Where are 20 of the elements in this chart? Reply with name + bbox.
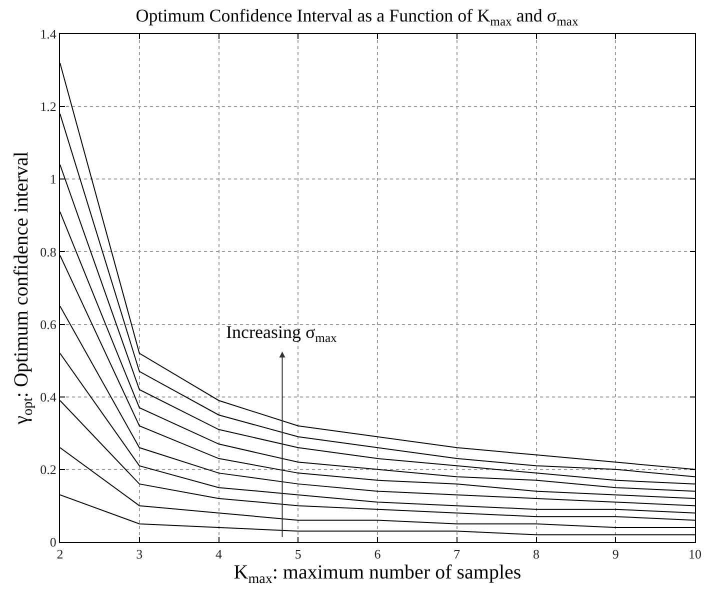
chart-title: Optimum Confidence Interval as a Function of K$_{max}$ and σ$_{max}$ xyxy=(136,5,579,28)
x-tick-label: 10 xyxy=(688,546,702,562)
x-tick-label: 3 xyxy=(136,546,143,562)
annotation: Increasing σ$_{max}$ xyxy=(226,322,338,345)
y-tick-label: 1.4 xyxy=(40,26,57,42)
y-tick-label: 0.4 xyxy=(40,389,57,404)
y-tick-label: 1 xyxy=(50,172,56,187)
y-tick-label: 0.8 xyxy=(40,244,56,260)
x-tick-label: 2 xyxy=(56,546,64,562)
x-tick-label: 9 xyxy=(612,546,619,562)
y-tick-label: 0.6 xyxy=(40,316,57,332)
x-tick-label: 5 xyxy=(294,546,302,562)
x-tick-label: 7 xyxy=(454,546,461,562)
y-tick-label: 0 xyxy=(50,534,56,550)
x-axis-title: K$_{max}$: maximum number of samples xyxy=(234,562,522,587)
x-tick-label: 4 xyxy=(216,546,222,562)
x-tick-label: 8 xyxy=(533,546,540,562)
y-tick-label: 1.2 xyxy=(40,99,56,114)
x-tick-label: 6 xyxy=(374,546,382,562)
y-tick-label: 0.2 xyxy=(40,462,56,477)
